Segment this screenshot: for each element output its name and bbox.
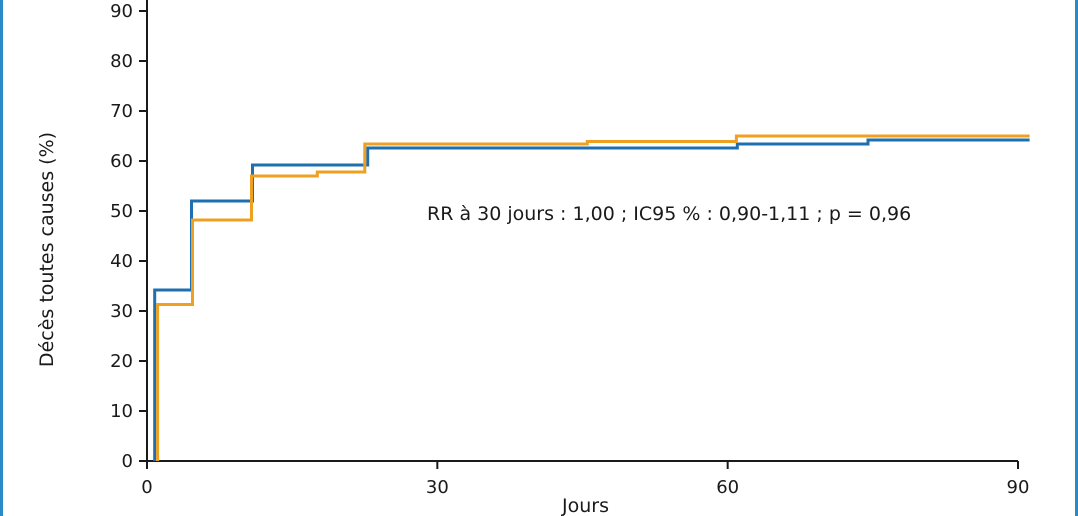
y-tick-label: 0 [122, 451, 133, 472]
y-axis-ticks: 0 10 20 30 40 50 60 70 80 90 [110, 1, 147, 472]
y-tick-label: 40 [110, 251, 133, 272]
x-axis-title: Jours [561, 495, 609, 516]
y-tick-label: 10 [110, 401, 133, 422]
x-tick-label: 0 [141, 477, 152, 498]
series-line-1 [153, 138, 1030, 461]
x-tick-label: 60 [716, 477, 739, 498]
series-group [153, 134, 1030, 461]
series-line-2 [156, 134, 1030, 461]
x-tick-label: 30 [426, 477, 449, 498]
y-tick-label: 20 [110, 351, 133, 372]
y-tick-label: 70 [110, 101, 133, 122]
x-axis-ticks: 0 30 60 90 [141, 461, 1029, 498]
y-tick-label: 80 [110, 51, 133, 72]
y-tick-label: 60 [110, 151, 133, 172]
y-tick-label: 30 [110, 301, 133, 322]
y-axis-title: Décès toutes causes (%) [36, 132, 58, 367]
rr-annotation: RR à 30 jours : 1,00 ; IC95 % : 0,90-1,1… [427, 203, 911, 225]
y-tick-label: 90 [110, 1, 133, 22]
y-tick-label: 50 [110, 201, 133, 222]
x-tick-label: 90 [1007, 477, 1030, 498]
